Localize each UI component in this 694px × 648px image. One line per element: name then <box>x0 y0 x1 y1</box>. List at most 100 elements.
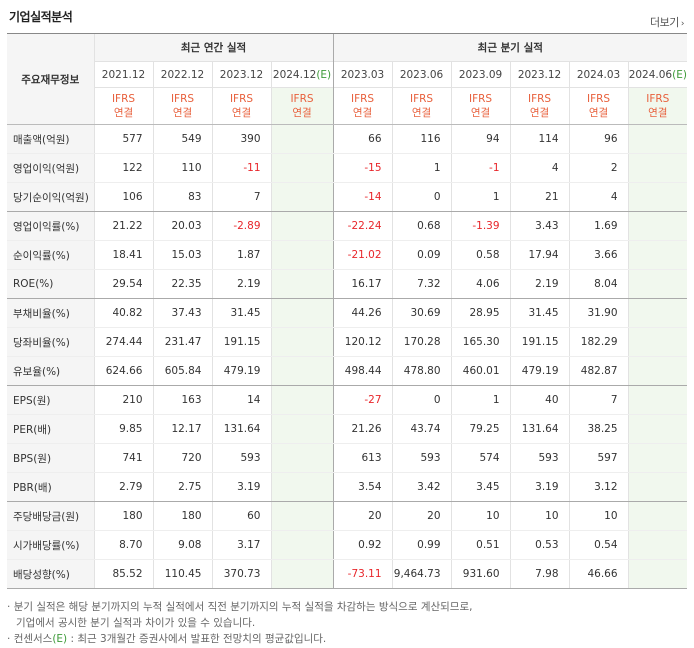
basis-consolidated: 연결 <box>172 107 193 119</box>
value-cell: 1 <box>450 182 511 212</box>
group-quarter: 최근 분기 실적 <box>332 33 688 62</box>
value-cell <box>270 269 334 299</box>
value-cell: 60 <box>211 501 271 531</box>
value-cell: 597 <box>568 443 629 473</box>
value-cell: 83 <box>152 182 212 212</box>
value-cell: 31.90 <box>568 298 629 328</box>
value-cell: 593 <box>509 443 570 473</box>
table-row: 유보율(%) 624.66 605.84 479.19 498.44 478.80 460.… <box>7 356 688 386</box>
value-cell: 613 <box>332 443 393 473</box>
period-label: 2023.09 <box>458 68 503 81</box>
value-cell: 10 <box>509 501 570 531</box>
period-header: 2023.09 <box>450 61 511 88</box>
value-cell: 131.64 <box>211 414 271 444</box>
value-cell: 0.92 <box>332 530 393 560</box>
value-cell: 0.51 <box>450 530 511 560</box>
period-label: 2024.06 <box>628 68 673 81</box>
basis-ifrs: IFRS <box>409 93 434 105</box>
row-header-label: 주요재무정보 <box>7 33 94 125</box>
value-cell <box>270 153 334 183</box>
value-cell: 479.19 <box>509 356 570 386</box>
value-cell: 106 <box>93 182 153 212</box>
value-cell <box>627 240 688 270</box>
value-cell: 163 <box>152 385 212 415</box>
basis-ifrs: IFRS <box>527 93 552 105</box>
value-cell: 0.54 <box>568 530 629 560</box>
value-cell <box>270 298 334 328</box>
footnote-2-label: 컨센서스 <box>13 633 53 645</box>
value-cell <box>270 327 334 357</box>
value-cell: 3.42 <box>391 472 452 502</box>
period-label: 2023.06 <box>399 68 444 81</box>
value-cell: -1 <box>450 153 511 183</box>
value-cell <box>270 124 334 154</box>
value-cell <box>627 356 688 386</box>
row-label: ROE(%) <box>7 269 94 299</box>
value-cell: 3.12 <box>568 472 629 502</box>
table-row: PER(배) 9.85 12.17 131.64 21.26 43.74 79.25 131.… <box>7 414 688 444</box>
value-cell: 116 <box>391 124 452 154</box>
section-title: 기업실적분석 <box>9 10 73 24</box>
value-cell: 180 <box>152 501 212 531</box>
value-cell: 38.25 <box>568 414 629 444</box>
value-cell: 210 <box>93 385 153 415</box>
basis-header: IFRS 연결 <box>152 87 212 125</box>
period-header: 2023.12 <box>509 61 570 88</box>
value-cell: 30.69 <box>391 298 452 328</box>
basis-ifrs: IFRS <box>586 93 611 105</box>
estimate-marker: (E) <box>672 68 687 81</box>
value-cell: 191.15 <box>509 327 570 357</box>
period-label: 2023.03 <box>340 68 385 81</box>
value-cell: 4.06 <box>450 269 511 299</box>
value-cell: 231.47 <box>152 327 212 357</box>
value-cell: 9.08 <box>152 530 212 560</box>
value-cell: 3.43 <box>509 211 570 241</box>
value-cell: 131.64 <box>509 414 570 444</box>
estimate-marker: (E) <box>316 68 332 81</box>
basis-consolidated: 연결 <box>352 107 373 119</box>
value-cell: 2.75 <box>152 472 212 502</box>
table-row: 부채비율(%) 40.82 37.43 31.45 44.26 30.69 28.95 31.… <box>7 298 688 328</box>
value-cell: 37.43 <box>152 298 212 328</box>
period-header: 2024.03 <box>568 61 629 88</box>
basis-consolidated: 연결 <box>411 107 432 119</box>
value-cell: 10 <box>568 501 629 531</box>
value-cell: 7.98 <box>509 559 570 589</box>
basis-ifrs: IFRS <box>229 93 254 105</box>
basis-consolidated: 연결 <box>231 107 252 119</box>
value-cell: 66 <box>332 124 393 154</box>
value-cell: 8.70 <box>93 530 153 560</box>
basis-consolidated: 연결 <box>292 107 312 119</box>
basis-header: IFRS 연결 <box>93 87 153 125</box>
value-cell: 16.17 <box>332 269 393 299</box>
value-cell: 18.41 <box>93 240 153 270</box>
period-header: 2023.12 <box>211 61 271 88</box>
value-cell: 85.52 <box>93 559 153 589</box>
value-cell: 498.44 <box>332 356 393 386</box>
value-cell <box>627 211 688 241</box>
more-label[interactable]: 더보기 <box>650 16 679 29</box>
footnote-1-cont: 기업에서 공시한 분기 실적과 차이가 있을 수 있습니다. <box>16 617 256 629</box>
value-cell: 3.54 <box>332 472 393 502</box>
table-row: 매출액(억원) 577 549 390 66 116 94 114 96 <box>7 124 688 154</box>
basis-ifrs: IFRS <box>646 93 670 105</box>
more-link[interactable]: 더보기 › <box>650 14 685 30</box>
value-cell <box>270 240 334 270</box>
period-header: 2023.06 <box>391 61 452 88</box>
value-cell: 43.74 <box>391 414 452 444</box>
value-cell: -22.24 <box>332 211 393 241</box>
value-cell: 2.19 <box>509 269 570 299</box>
value-cell: 3.19 <box>509 472 570 502</box>
value-cell: 1.69 <box>568 211 629 241</box>
period-header: 2021.12 <box>93 61 153 88</box>
value-cell: 120.12 <box>332 327 393 357</box>
table-row: ROE(%) 29.54 22.35 2.19 16.17 7.32 4.06 2.19 8.0… <box>7 269 688 299</box>
basis-consolidated: 연결 <box>470 107 491 119</box>
value-cell: 0.99 <box>391 530 452 560</box>
value-cell: -27 <box>332 385 393 415</box>
value-cell: 40.82 <box>93 298 153 328</box>
value-cell <box>627 298 688 328</box>
period-header: 2023.03 <box>332 61 393 88</box>
period-header: 2022.12 <box>152 61 212 88</box>
basis-header: IFRS 연결 <box>270 87 334 125</box>
